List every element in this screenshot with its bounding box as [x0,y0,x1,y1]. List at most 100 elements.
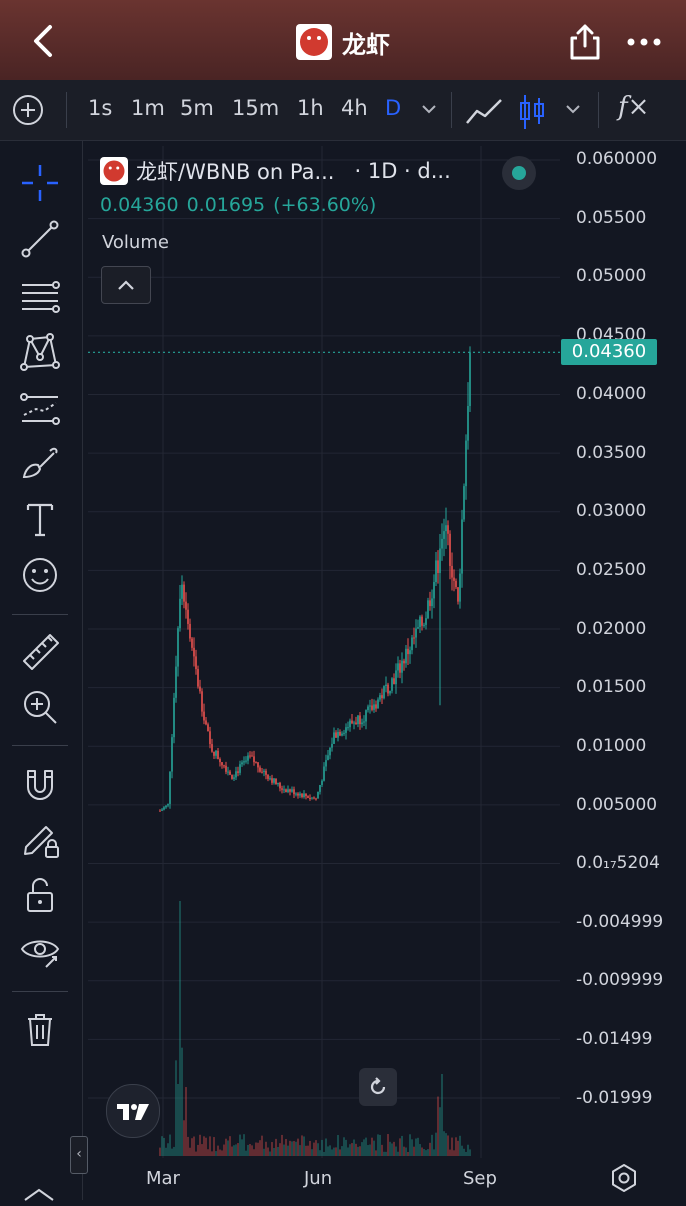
brush-icon[interactable] [16,439,64,487]
volume-bar [333,1147,335,1156]
forecast-icon[interactable] [16,383,64,431]
candle-body [465,440,467,487]
settings-gear-icon[interactable] [608,1162,640,1194]
interval-d[interactable]: D [385,96,402,120]
price-axis-label: 0.005000 [576,795,658,815]
price-axis-label: 0.060000 [576,149,658,169]
reset-chart-button[interactable] [359,1068,397,1106]
lock-drawing-icon[interactable] [16,815,64,863]
chart-legend: 龙虾/WBNB on Pa... · 1D · d... 0.04360 0.01… [100,156,451,216]
symbol-name[interactable]: 龙虾/WBNB on Pa... [136,160,335,184]
candle-body [431,598,433,607]
candlestick-icon[interactable] [518,92,546,132]
market-status-indicator[interactable] [502,156,536,190]
trash-icon[interactable] [16,1005,64,1053]
candle-body [175,666,177,698]
candle-body [379,695,381,700]
volume-bar [417,1137,419,1156]
candle-body [393,678,395,685]
time-axis-label: Jun [304,1168,333,1189]
chevron-down-icon[interactable] [421,102,437,116]
volume-bar [281,1134,283,1156]
crosshair-icon[interactable] [16,159,64,207]
emoji-icon[interactable] [16,551,64,599]
line-chart-icon[interactable] [464,94,504,128]
toolbar-divider [12,745,68,746]
candle-body [381,695,383,699]
candle-body [341,733,343,736]
magnet-icon[interactable] [16,759,64,807]
candle-body [169,771,171,804]
volume-bar [371,1137,373,1156]
volume-bar [387,1134,389,1156]
candle-body [375,704,377,709]
candle-body [159,810,161,812]
volume-bar [171,1148,173,1156]
interval-toolbar: 1s 1m 5m 15m 1h 4h D f× [0,80,686,141]
interval-5m[interactable]: 5m [180,96,214,120]
interval-15m[interactable]: 15m [232,96,280,120]
price-change-row: 0.04360 0.01695 (+63.60%) [100,194,451,216]
ruler-icon[interactable] [16,627,64,675]
interval-4h[interactable]: 4h [341,96,368,120]
last-price-tag: 0.04360 [561,339,657,365]
price-axis-label: 0.02000 [576,619,647,639]
unlock-icon[interactable] [16,871,64,919]
visibility-icon[interactable] [16,927,64,975]
candle-body [181,584,183,599]
volume-bar [273,1147,275,1156]
candle-body [303,793,305,798]
interval-1h[interactable]: 1h [297,96,324,120]
candle-body [253,756,255,763]
collapse-legend-button[interactable] [101,266,151,304]
indicators-button[interactable]: f× [618,92,650,122]
volume-bar [163,1137,165,1156]
interval-1s[interactable]: 1s [88,96,113,120]
volume-bar [305,1145,307,1156]
volume-bar [393,1141,395,1156]
volume-bar [399,1138,401,1156]
share-icon[interactable] [568,22,602,62]
zoom-in-icon[interactable] [16,683,64,731]
candle-body [285,789,287,793]
candle-body [331,743,333,748]
volume-bar [455,1137,457,1156]
chevron-left-icon[interactable] [28,24,58,58]
more-horizontal-icon[interactable] [626,32,662,52]
volume-bar [227,1140,229,1156]
time-axis-label: Sep [463,1168,497,1189]
plus-circle-icon[interactable] [12,94,44,126]
trend-line-icon[interactable] [16,215,64,263]
candle-body [321,780,323,785]
volume-bar [221,1150,223,1156]
interval-1m[interactable]: 1m [131,96,165,120]
price-axis-label: 0.05500 [576,208,647,228]
volume-bar [405,1147,407,1156]
candle-body [297,793,299,796]
volume-bar [237,1143,239,1156]
candle-body [445,525,447,532]
candle-body [161,809,163,811]
candle-body [333,732,335,744]
time-axis-label: Mar [146,1168,180,1189]
candle-body [461,519,463,574]
candle-body [269,778,271,780]
fib-lines-icon[interactable] [16,271,64,319]
candle-body [391,678,393,691]
volume-bar [291,1141,293,1156]
candle-body [223,765,225,767]
volume-bar [377,1134,379,1156]
chevron-down-icon[interactable] [565,102,581,116]
text-icon[interactable] [16,495,64,543]
tradingview-logo-icon[interactable] [106,1084,160,1138]
pattern-icon[interactable] [16,327,64,375]
candle-body [231,774,233,779]
volume-bar [461,1145,463,1156]
collapse-toolbar-handle[interactable]: ‹ [70,1136,88,1174]
stack-icon [24,1188,54,1201]
candle-body [407,648,409,655]
last-price-value: 0.04360 [100,194,179,216]
price-axis-label: 0.02500 [576,560,647,580]
candle-body [439,548,441,573]
